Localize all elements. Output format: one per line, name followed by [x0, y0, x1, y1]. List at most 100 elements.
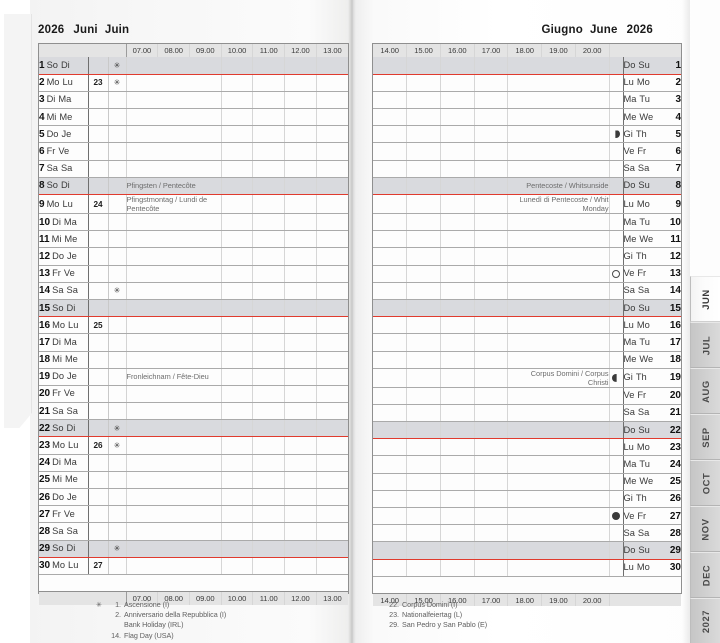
appointment-slot[interactable]	[252, 471, 286, 490]
appointment-slot[interactable]	[474, 507, 509, 526]
appointment-slot[interactable]	[284, 436, 317, 455]
table-row[interactable]: 29 So Di ✳	[39, 540, 348, 558]
appointment-slot[interactable]	[126, 436, 222, 455]
appointment-slot[interactable]	[406, 421, 441, 440]
appointment-slot[interactable]	[316, 108, 348, 127]
appointment-slot[interactable]	[474, 91, 509, 110]
appointment-slot[interactable]	[316, 74, 348, 92]
appointment-slot[interactable]	[406, 404, 441, 423]
appointment-slot[interactable]	[373, 247, 408, 266]
appointment-slot[interactable]	[373, 524, 408, 543]
day-cell-25[interactable]: 25 Me We	[622, 473, 681, 491]
appointment-slot[interactable]	[252, 230, 286, 249]
day-cell-28[interactable]: 28 Sa Sa	[622, 524, 681, 543]
appointment-slot[interactable]	[221, 299, 254, 318]
appointment-slot[interactable]	[507, 559, 610, 577]
day-cell-24[interactable]: 24 Ma Tu	[622, 455, 681, 474]
appointment-slot[interactable]	[373, 507, 408, 526]
appointment-slot[interactable]	[373, 404, 408, 423]
appointment-slot[interactable]	[440, 316, 475, 335]
appointment-slot[interactable]	[440, 421, 475, 440]
appointment-slot[interactable]	[126, 265, 222, 283]
appointment-slot[interactable]	[406, 368, 441, 388]
table-row[interactable]: 7 Sa Sa	[373, 160, 681, 178]
day-cell-14[interactable]: 14 Sa Sa	[622, 282, 681, 300]
appointment-slot[interactable]	[373, 490, 408, 509]
appointment-slot[interactable]	[284, 488, 317, 507]
appointment-slot[interactable]	[474, 421, 509, 440]
appointment-slot[interactable]	[440, 57, 475, 75]
table-row[interactable]: 17 Ma Tu	[373, 333, 681, 352]
day-cell-20[interactable]: 20 Fr Ve	[39, 385, 89, 404]
appointment-slot[interactable]	[474, 213, 509, 232]
appointment-slot[interactable]	[440, 455, 475, 474]
table-row[interactable]: 15 Do Su	[373, 299, 681, 318]
appointment-slot[interactable]	[440, 490, 475, 509]
appointment-slot[interactable]	[252, 454, 286, 472]
appointment-slot[interactable]	[507, 351, 610, 369]
appointment-slot[interactable]	[284, 108, 317, 127]
appointment-slot[interactable]	[284, 57, 317, 75]
day-cell-7[interactable]: 7 Sa Sa	[622, 160, 681, 178]
table-row[interactable]: 18 Me We	[373, 351, 681, 369]
appointment-slot[interactable]	[284, 471, 317, 490]
appointment-slot[interactable]	[440, 507, 475, 526]
appointment-slot[interactable]	[221, 316, 254, 335]
appointment-slot[interactable]	[316, 125, 348, 144]
appointment-slot[interactable]	[126, 213, 222, 232]
appointment-slot[interactable]	[507, 142, 610, 161]
appointment-slot[interactable]	[507, 282, 610, 300]
table-row[interactable]: 17 Di Ma	[39, 333, 348, 352]
appointment-slot[interactable]	[252, 108, 286, 127]
appointment-slot[interactable]	[373, 265, 408, 283]
appointment-slot[interactable]	[373, 177, 408, 196]
table-row[interactable]: 22 So Di ✳	[39, 419, 348, 438]
appointment-slot[interactable]	[507, 57, 610, 75]
table-row[interactable]: 25 Mi Me	[39, 471, 348, 490]
appointment-slot[interactable]	[507, 230, 610, 249]
appointment-slot[interactable]	[373, 387, 408, 405]
appointment-slot[interactable]	[440, 74, 475, 92]
table-row[interactable]: 20 Fr Ve	[39, 385, 348, 404]
appointment-slot[interactable]	[221, 160, 254, 178]
appointment-slot[interactable]	[507, 213, 610, 232]
table-row[interactable]: 13 Fr Ve	[39, 265, 348, 283]
appointment-slot[interactable]	[284, 505, 317, 524]
appointment-slot[interactable]	[440, 160, 475, 178]
table-row[interactable]: 4 Mi Me	[39, 108, 348, 127]
table-row[interactable]: 29 Do Su	[373, 541, 681, 560]
appointment-slot[interactable]	[221, 125, 254, 144]
appointment-slot[interactable]	[373, 316, 408, 335]
appointment-slot[interactable]	[221, 488, 254, 507]
appointment-slot[interactable]	[507, 299, 610, 318]
table-row[interactable]: 28 Sa Sa	[39, 522, 348, 541]
appointment-slot[interactable]	[126, 402, 222, 421]
table-row[interactable]: 2 Lu Mo	[373, 74, 681, 92]
appointment-slot[interactable]	[252, 194, 286, 214]
table-row[interactable]: 13 Ve Fr	[373, 265, 681, 283]
table-row[interactable]: 23 Lu Mo	[373, 438, 681, 457]
appointment-slot[interactable]	[440, 524, 475, 543]
table-row[interactable]: 1 So Di ✳	[39, 57, 348, 75]
appointment-slot[interactable]	[406, 524, 441, 543]
appointment-slot[interactable]	[474, 177, 509, 196]
day-cell-26[interactable]: 26 Do Je	[39, 488, 89, 507]
appointment-slot[interactable]	[406, 91, 441, 110]
appointment-slot[interactable]	[406, 108, 441, 127]
appointment-slot[interactable]	[284, 247, 317, 266]
appointment-slot[interactable]	[507, 473, 610, 491]
appointment-slot[interactable]	[507, 421, 610, 440]
appointment-slot[interactable]	[406, 177, 441, 196]
appointment-slot[interactable]	[316, 488, 348, 507]
month-tab-2027[interactable]: 2027	[690, 598, 720, 643]
table-row[interactable]: 26 Do Je	[39, 488, 348, 507]
appointment-slot[interactable]	[440, 213, 475, 232]
appointment-slot[interactable]	[221, 351, 254, 369]
appointment-slot[interactable]	[316, 540, 348, 558]
appointment-slot[interactable]	[373, 559, 408, 577]
day-cell-2[interactable]: 2 Mo Lu	[39, 74, 89, 92]
table-row[interactable]: 27 Ve Fr	[373, 507, 681, 526]
appointment-slot[interactable]	[440, 404, 475, 423]
table-row[interactable]: 18 Mi Me	[39, 351, 348, 369]
appointment-slot[interactable]	[474, 194, 509, 214]
